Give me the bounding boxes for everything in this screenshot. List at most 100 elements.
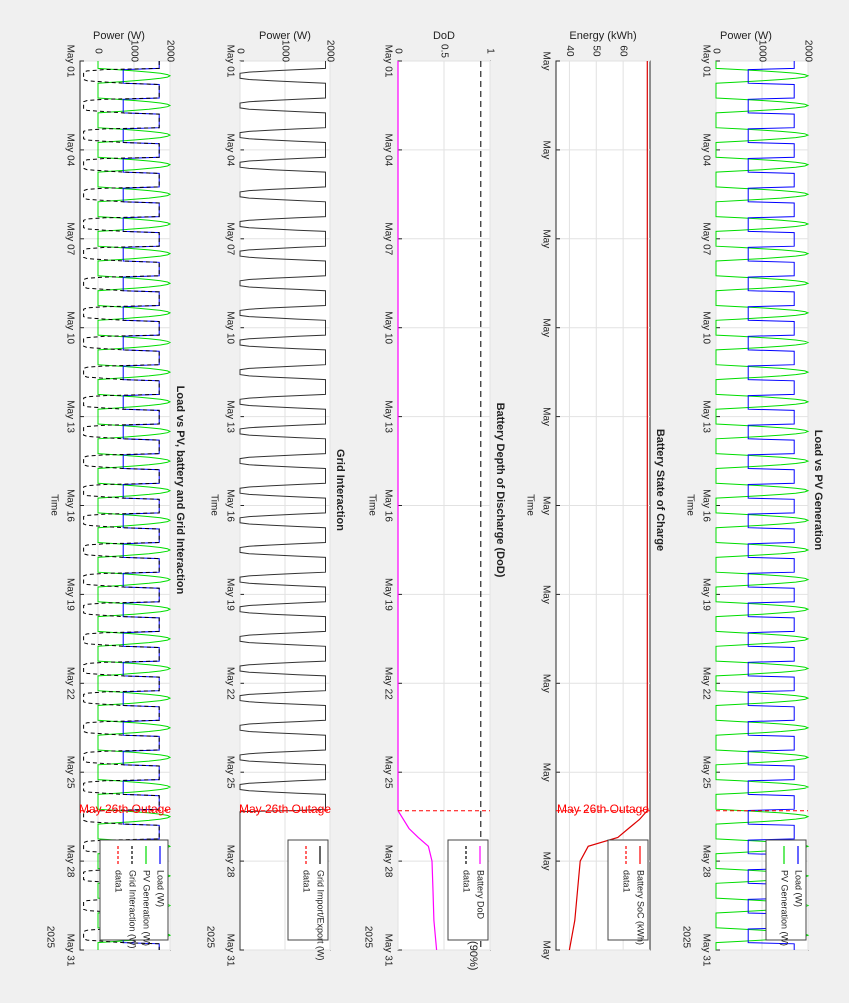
series-battery-soc (568, 61, 648, 951)
x-tick-label: May 31 (382, 934, 393, 967)
legend: Load (W) PV Generation (W) Grid Interactio… (99, 839, 169, 949)
x-tick-label: May 19 (700, 578, 711, 611)
x-axis-label: Time (48, 494, 59, 516)
x-tick-label: May (540, 674, 551, 693)
y-axis-label: Power (W) (720, 30, 772, 42)
y-tick-label: 0 (92, 48, 103, 54)
legend-entry: Load (W) (794, 870, 804, 907)
series-pv-generation (97, 61, 172, 950)
y-tick-label: 1000 (756, 40, 767, 63)
x-tick-label: May 31 (700, 934, 711, 967)
x-tick-label: May 16 (382, 489, 393, 522)
legend-entry: data1 (114, 870, 124, 893)
x-tick-label: May 28 (382, 845, 393, 878)
chart-battery-dod: May 01 May 04 May 07 May 10 May 13 May 16 May … (362, 30, 506, 971)
x-tick-label: May (540, 941, 551, 960)
legend-entry: PV Generation (W) (780, 870, 790, 946)
series-grid-interaction (83, 61, 160, 950)
x-tick-label: May 07 (224, 222, 235, 255)
legend-entry: Grid Interaction (W) (128, 870, 138, 949)
year-label: 2025 (204, 926, 215, 949)
x-tick-label: May 22 (224, 667, 235, 700)
y-tick-label: 2000 (164, 40, 175, 63)
y-tick-label: 0 (710, 48, 721, 54)
y-tick-label: 0 (392, 48, 403, 54)
x-tick-label: May 28 (224, 845, 235, 878)
legend-entry: data1 (622, 870, 632, 893)
x-tick-label: May 16 (64, 489, 75, 522)
legend-box (287, 839, 329, 941)
series-pv-generation (715, 61, 810, 950)
x-tick-label: May 22 (382, 667, 393, 700)
x-tick-label: May 25 (224, 756, 235, 789)
x-tick-label: May 07 (382, 222, 393, 255)
x-tick-label: May 07 (64, 222, 75, 255)
chart-title: Battery Depth of Discharge (DoD) (494, 403, 506, 578)
chart-title: Load vs PV Generation (812, 430, 824, 551)
x-tick-label: May 01 (700, 45, 711, 78)
x-tick-label: May (540, 852, 551, 871)
x-tick-label: May 01 (64, 45, 75, 78)
x-tick-label: May 13 (382, 400, 393, 433)
x-tick-label: May 10 (382, 311, 393, 344)
y-tick-label: 1 (484, 48, 495, 54)
outage-annotation: May 26th Outage (239, 802, 331, 816)
y-axis-label: Power (W) (93, 30, 145, 42)
y-tick-label: 1000 (279, 40, 290, 63)
x-tick-label: May 13 (64, 400, 75, 433)
x-tick-label: May 25 (700, 756, 711, 789)
x-tick-label: May 22 (700, 667, 711, 700)
y-axis-label: Power (W) (259, 30, 311, 42)
y-axis-label: Energy (kWh) (569, 30, 636, 42)
series-load (747, 61, 795, 950)
y-tick-label: 1000 (128, 40, 139, 63)
x-tick-label: May 16 (700, 489, 711, 522)
x-tick-label: May 04 (382, 134, 393, 167)
series-battery-dod (397, 61, 438, 951)
chart-title: Grid Interaction (334, 449, 346, 531)
y-tick-label: 2000 (802, 40, 813, 63)
x-tick-label: May 07 (700, 222, 711, 255)
x-tick-label: May 10 (64, 311, 75, 344)
legend-box (447, 839, 489, 941)
x-tick-label: May (540, 585, 551, 604)
x-tick-label: May (540, 763, 551, 782)
x-tick-label: May 04 (700, 134, 711, 167)
year-label: 2025 (362, 926, 373, 949)
legend-entry: data1 (302, 870, 312, 893)
x-tick-label: May 25 (64, 756, 75, 789)
legend-entry: PV Generation (W) (142, 870, 152, 946)
x-tick-label: May 04 (64, 134, 75, 167)
y-tick-label: 0 (234, 48, 245, 54)
y-tick-label: 2000 (324, 40, 335, 63)
outage-annotation: May 26th Outage (79, 802, 171, 816)
x-tick-label: May 19 (64, 578, 75, 611)
legend-box (99, 839, 169, 941)
x-tick-label: May 10 (700, 311, 711, 344)
x-tick-label: May 04 (224, 134, 235, 167)
legend: Grid Import/Export (W) data1 (287, 839, 329, 961)
x-tick-label: May (540, 140, 551, 159)
x-tick-label: May 19 (382, 578, 393, 611)
year-label: 2025 (44, 926, 55, 949)
x-tick-label: May 10 (224, 311, 235, 344)
x-axis-label: Time (524, 494, 535, 516)
x-tick-label: May (540, 229, 551, 248)
chart-load-pv: May 01 May 04 May 07 May 10 May 13 May 16 May … (680, 30, 824, 967)
legend: Battery DoD data1 (447, 839, 489, 941)
x-tick-label: May 01 (224, 45, 235, 78)
legend-box (607, 839, 649, 941)
legend: Battery SoC (kWh) data1 (607, 839, 649, 945)
x-tick-label: May 16 (224, 489, 235, 522)
legend-entry: Load (W) (156, 870, 166, 907)
y-tick-label: 40 (564, 45, 575, 57)
legend-entry: data1 (462, 870, 472, 893)
x-axis-label: Time (684, 494, 695, 516)
x-tick-label: May (540, 52, 551, 71)
x-tick-label: May (540, 407, 551, 426)
x-axis-label: Time (208, 494, 219, 516)
x-tick-label: May 31 (64, 934, 75, 967)
x-tick-label: May 22 (64, 667, 75, 700)
legend-entry: Grid Import/Export (W) (316, 870, 326, 961)
